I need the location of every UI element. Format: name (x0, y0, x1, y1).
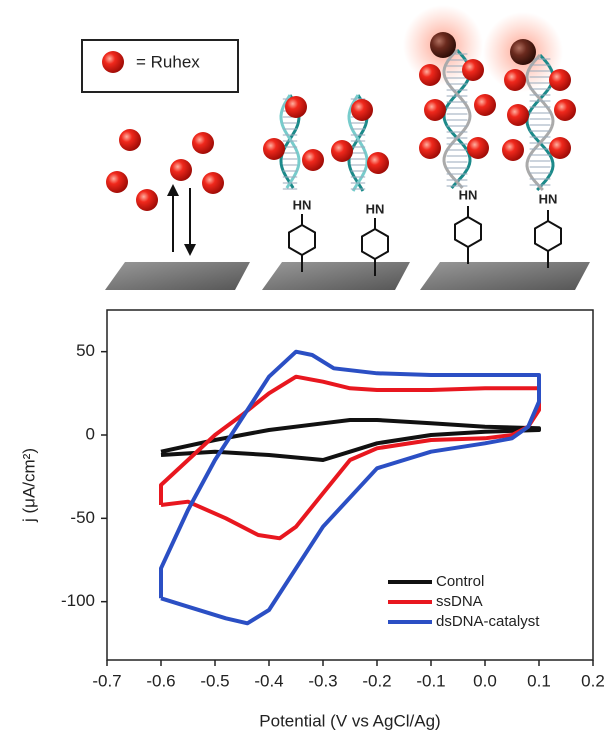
x-tick-label: 0.0 (473, 671, 497, 690)
plot-frame (107, 310, 593, 660)
ruhex (102, 51, 124, 73)
ruhex (474, 94, 496, 116)
catalyst (430, 32, 456, 58)
ruhex (462, 59, 484, 81)
amine-label: HN (539, 191, 558, 206)
legend-label: Control (436, 573, 484, 590)
y-axis-label: j (μA/cm²) (19, 448, 38, 523)
x-tick-label: 0.1 (527, 671, 551, 690)
ruhex (419, 64, 441, 86)
legend-label: ssDNA (436, 593, 483, 610)
y-tick-label: 50 (76, 341, 95, 360)
ruhex (170, 159, 192, 181)
x-tick-label: 0.2 (581, 671, 605, 690)
electrode (262, 262, 410, 290)
x-tick-label: -0.3 (308, 671, 337, 690)
ruhex (106, 171, 128, 193)
benzene (289, 225, 315, 255)
ruhex (467, 137, 489, 159)
ruhex (119, 129, 141, 151)
x-axis-label: Potential (V vs AgCl/Ag) (259, 711, 440, 730)
ruhex (302, 149, 324, 171)
ruhex (331, 140, 353, 162)
x-tick-label: -0.1 (416, 671, 445, 690)
ruhex (192, 132, 214, 154)
x-tick-label: -0.5 (200, 671, 229, 690)
ruhex (549, 137, 571, 159)
benzene (535, 221, 561, 251)
ruhex (367, 152, 389, 174)
ruhex (285, 96, 307, 118)
y-tick-label: 0 (86, 424, 95, 443)
ruhex (136, 189, 158, 211)
ruhex (549, 69, 571, 91)
ruhex (554, 99, 576, 121)
amine-label: HN (366, 201, 385, 216)
x-tick-label: -0.6 (146, 671, 175, 690)
ruhex (419, 137, 441, 159)
ruhex (351, 99, 373, 121)
benzene (362, 229, 388, 259)
x-tick-label: -0.7 (92, 671, 121, 690)
y-tick-label: -100 (61, 591, 95, 610)
ruhex (507, 104, 529, 126)
arrow-head (184, 244, 196, 256)
electrode (105, 262, 250, 290)
amine-label: HN (459, 187, 478, 202)
ruhex (202, 172, 224, 194)
x-tick-label: -0.4 (254, 671, 283, 690)
ruhex (263, 138, 285, 160)
benzene (455, 217, 481, 247)
electrode (420, 262, 590, 290)
illustration: = Ruhex HN HN HN HN (82, 5, 590, 290)
x-tick-label: -0.2 (362, 671, 391, 690)
figure: = Ruhex HN HN HN HN Potential (V vs AgCl… (0, 0, 608, 734)
ruhex (424, 99, 446, 121)
arrow-head (167, 184, 179, 196)
legend-label: dsDNA-catalyst (436, 613, 540, 630)
catalyst (510, 39, 536, 65)
key-label: = Ruhex (136, 52, 200, 71)
y-tick-label: -50 (70, 508, 95, 527)
ruhex (504, 69, 526, 91)
ruhex (502, 139, 524, 161)
amine-label: HN (293, 197, 312, 212)
